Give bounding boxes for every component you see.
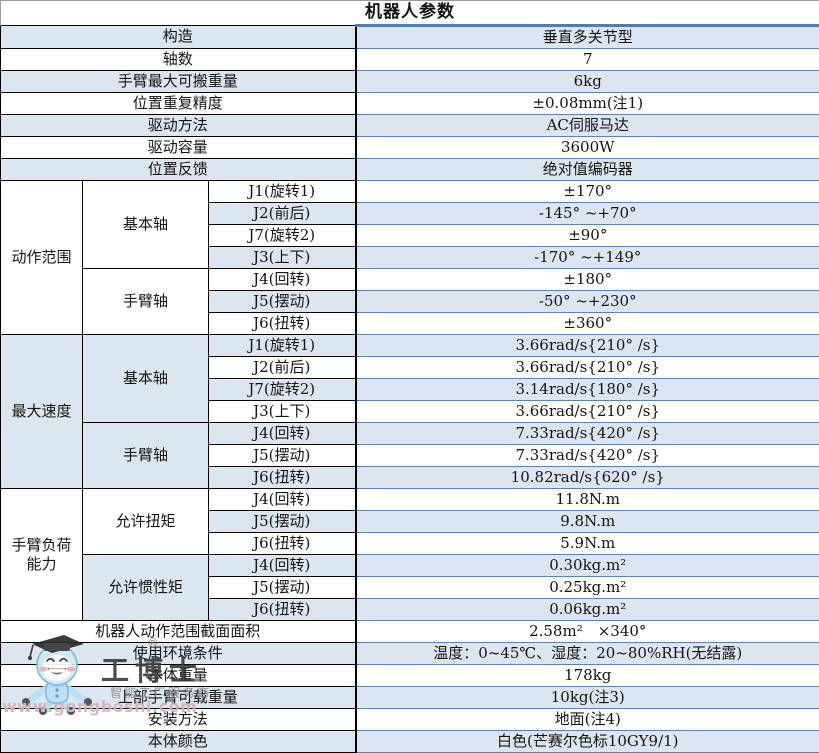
row-value: 11.8N.m [356, 489, 819, 511]
row-value: 3.66rad/s{210° /s} [356, 335, 819, 357]
subgroup-label: 允许扭矩 [83, 489, 209, 555]
spec-row: 手臂轴 J4(回转) 7.33rad/s{420° /s} [1, 423, 819, 445]
axis-label: J4(回转) [209, 555, 356, 577]
spec-row: 动作范围 基本轴 J1(旋转1) ±170° [1, 181, 819, 203]
group-label: 手臂负荷 能力 [1, 489, 83, 621]
row-value: 3.14rad/s{180° /s} [356, 379, 819, 401]
axis-label: J5(摆动) [209, 577, 356, 599]
row-value: 10.82rad/s{620° /s} [356, 467, 819, 489]
row-value: 垂直多关节型 [356, 26, 819, 49]
spec-row: 构造 垂直多关节型 [1, 26, 819, 49]
row-value: ±170° [356, 181, 819, 203]
spec-row: 位置重复精度 ±0.08mm(注1) [1, 93, 819, 115]
spec-row: 手臂最大可搬重量 6kg [1, 71, 819, 93]
axis-label: J3(上下) [209, 247, 356, 269]
axis-label: J2(前后) [209, 357, 356, 379]
row-value: 7 [356, 49, 819, 71]
group-label: 动作范围 [1, 181, 83, 335]
row-value: 0.25kg.m² [356, 577, 819, 599]
row-value: -145° ~+70° [356, 203, 819, 225]
axis-label: J6(扭转) [209, 599, 356, 621]
row-value: 10kg(注3) [356, 687, 819, 709]
row-value: ±90° [356, 225, 819, 247]
axis-label: J6(扭转) [209, 313, 356, 335]
row-value: 绝对值编码器 [356, 159, 819, 181]
row-value: 2.58m² ×340° [356, 621, 819, 643]
row-value: -170° ~+149° [356, 247, 819, 269]
subgroup-label: 基本轴 [83, 335, 209, 423]
row-label: 机器人动作范围截面面积 [1, 621, 356, 643]
row-label: 本体重量 [1, 665, 356, 687]
page-title: 机器人参数 [1, 1, 819, 26]
row-value: 0.30kg.m² [356, 555, 819, 577]
row-value: -50° ~+230° [356, 291, 819, 313]
spec-row: 本体颜色 白色(芒赛尔色标10GY9/1) [1, 731, 819, 753]
row-value: 5.9N.m [356, 533, 819, 555]
row-value: 7.33rad/s{420° /s} [356, 423, 819, 445]
group-label: 最大速度 [1, 335, 83, 489]
row-value: 地面(注4) [356, 709, 819, 731]
spec-row: 安装方法 地面(注4) [1, 709, 819, 731]
row-label: 轴数 [1, 49, 356, 71]
spec-row: 机器人动作范围截面面积 2.58m² ×340° [1, 621, 819, 643]
row-value: 9.8N.m [356, 511, 819, 533]
axis-label: J2(前后) [209, 203, 356, 225]
axis-label: J7(旋转2) [209, 379, 356, 401]
row-value: AC伺服马达 [356, 115, 819, 137]
subgroup-label: 手臂轴 [83, 423, 209, 489]
axis-label: J4(回转) [209, 269, 356, 291]
axis-label: J1(旋转1) [209, 181, 356, 203]
spec-row: 手臂负荷 能力 允许扭矩 J4(回转) 11.8N.m [1, 489, 819, 511]
subgroup-label: 允许惯性矩 [83, 555, 209, 621]
row-label: 上部手臂可载重量 [1, 687, 356, 709]
subgroup-label: 基本轴 [83, 181, 209, 269]
row-value: 3600W [356, 137, 819, 159]
row-value: 7.33rad/s{420° /s} [356, 445, 819, 467]
row-label: 位置重复精度 [1, 93, 356, 115]
axis-label: J5(摆动) [209, 445, 356, 467]
axis-label: J4(回转) [209, 423, 356, 445]
spec-row: 位置反馈 绝对值编码器 [1, 159, 819, 181]
row-value: 6kg [356, 71, 819, 93]
row-label: 手臂最大可搬重量 [1, 71, 356, 93]
row-value: ±0.08mm(注1) [356, 93, 819, 115]
subgroup-label: 手臂轴 [83, 269, 209, 335]
spec-row: 本体重量 178kg [1, 665, 819, 687]
spec-row: 最大速度 基本轴 J1(旋转1) 3.66rad/s{210° /s} [1, 335, 819, 357]
axis-label: J6(扭转) [209, 467, 356, 489]
row-value: 白色(芒赛尔色标10GY9/1) [356, 731, 819, 753]
spec-row: 驱动容量 3600W [1, 137, 819, 159]
spec-row: 手臂轴 J4(回转) ±180° [1, 269, 819, 291]
spec-row: 允许惯性矩 J4(回转) 0.30kg.m² [1, 555, 819, 577]
row-label: 驱动容量 [1, 137, 356, 159]
row-value: 3.66rad/s{210° /s} [356, 401, 819, 423]
axis-label: J7(旋转2) [209, 225, 356, 247]
axis-label: J4(回转) [209, 489, 356, 511]
axis-label: J6(扭转) [209, 533, 356, 555]
row-label: 安装方法 [1, 709, 356, 731]
row-value: ±360° [356, 313, 819, 335]
row-value: 178kg [356, 665, 819, 687]
spec-row: 轴数 7 [1, 49, 819, 71]
axis-label: J1(旋转1) [209, 335, 356, 357]
row-label: 构造 [1, 26, 356, 49]
row-value: 0.06kg.m² [356, 599, 819, 621]
axis-label: J5(摆动) [209, 291, 356, 313]
row-value: 温度：0~45℃、湿度：20~80%RH(无结露) [356, 643, 819, 665]
spec-row: 上部手臂可载重量 10kg(注3) [1, 687, 819, 709]
row-label: 本体颜色 [1, 731, 356, 753]
row-label: 位置反馈 [1, 159, 356, 181]
axis-label: J5(摆动) [209, 511, 356, 533]
row-value: 3.66rad/s{210° /s} [356, 357, 819, 379]
spec-row: 驱动方法 AC伺服马达 [1, 115, 819, 137]
spec-row: 使用环境条件 温度：0~45℃、湿度：20~80%RH(无结露) [1, 643, 819, 665]
title-row: 机器人参数 [1, 1, 819, 26]
row-label: 驱动方法 [1, 115, 356, 137]
axis-label: J3(上下) [209, 401, 356, 423]
row-value: ±180° [356, 269, 819, 291]
row-label: 使用环境条件 [1, 643, 356, 665]
